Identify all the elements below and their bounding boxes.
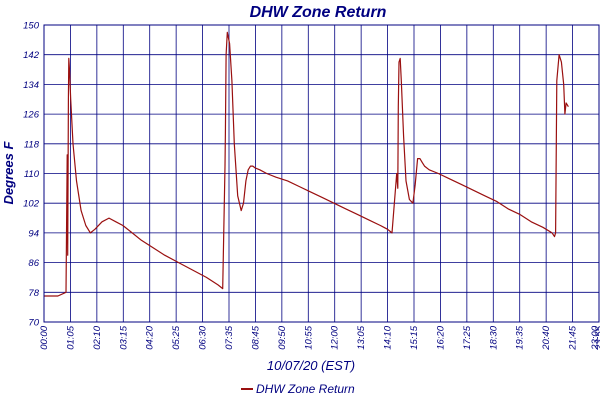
x-tick-label: 07:35: [224, 325, 235, 349]
legend: DHW Zone Return: [241, 382, 355, 396]
y-tick-label: 86: [28, 258, 39, 269]
series-line: [44, 31, 569, 297]
x-tick-label: 09:50: [277, 325, 288, 349]
series-layer: [44, 31, 569, 297]
y-tick-label: 142: [23, 50, 40, 61]
x-tick-label: 05:25: [171, 325, 182, 349]
x-tick-label: 23:00: [590, 325, 600, 350]
y-tick-label: 134: [23, 80, 39, 91]
x-tick-label: 20:40: [541, 325, 552, 350]
y-axis-ticks: 70 78 86 94 102 110 118 126 134 142 150: [23, 21, 40, 329]
legend-label: DHW Zone Return: [256, 382, 355, 396]
y-tick-label: 126: [23, 110, 40, 121]
x-tick-label: 21:45: [568, 325, 579, 350]
x-tick-label: 17:25: [462, 325, 473, 349]
y-tick-label: 70: [28, 318, 39, 329]
x-tick-label: 12:00: [330, 325, 341, 349]
y-tick-label: 78: [28, 288, 39, 299]
x-tick-label: 06:30: [198, 325, 209, 349]
y-tick-label: 110: [24, 169, 40, 180]
x-tick-label: 14:10: [383, 325, 394, 349]
x-tick-label: 08:45: [250, 325, 261, 349]
x-tick-label: 01:05: [65, 325, 76, 349]
y-tick-label: 118: [24, 139, 40, 150]
y-tick-label: 150: [23, 21, 40, 32]
chart-title: DHW Zone Return: [250, 4, 387, 21]
y-axis-label: Degrees F: [1, 141, 16, 205]
grid: [43, 24, 600, 323]
x-tick-label: 03:15: [118, 325, 129, 349]
x-axis-label: 10/07/20 (EST): [267, 358, 355, 373]
x-tick-label: 02:10: [92, 325, 103, 349]
x-axis-ticks: 00:00 01:05 02:10 03:15 04:20 05:25 06:30 07:35…: [39, 325, 600, 350]
x-tick-label: 00:00: [39, 325, 50, 349]
x-tick-label: 13:05: [356, 325, 367, 349]
x-tick-label: 15:15: [409, 325, 420, 349]
x-tick-label: 19:35: [515, 325, 526, 349]
x-tick-label: 23:55: [594, 325, 600, 350]
x-tick-label: 04:20: [145, 325, 156, 349]
plot-frame: [43, 24, 600, 323]
y-tick-label: 94: [28, 228, 39, 239]
x-tick-label: 10:55: [303, 325, 314, 349]
x-tick-label: 18:30: [488, 325, 499, 349]
y-tick-label: 102: [23, 199, 40, 210]
x-tick-label: 16:20: [435, 325, 446, 349]
